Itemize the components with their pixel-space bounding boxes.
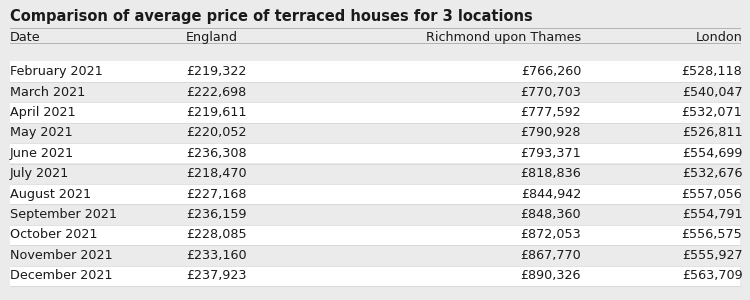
Text: Comparison of average price of terraced houses for 3 locations: Comparison of average price of terraced …: [10, 9, 532, 24]
Text: £554,791: £554,791: [682, 208, 742, 221]
Text: £532,676: £532,676: [682, 167, 742, 180]
Text: £555,927: £555,927: [682, 249, 742, 262]
Text: £237,923: £237,923: [186, 269, 247, 282]
Text: £528,118: £528,118: [682, 65, 742, 78]
Text: December 2021: December 2021: [10, 269, 112, 282]
Text: £867,770: £867,770: [520, 249, 581, 262]
Text: £220,052: £220,052: [186, 126, 247, 140]
Text: £236,308: £236,308: [186, 147, 247, 160]
Text: England: England: [186, 31, 238, 44]
Text: London: London: [695, 31, 742, 44]
Text: £770,703: £770,703: [520, 85, 581, 99]
Text: £844,942: £844,942: [521, 188, 581, 201]
Text: July 2021: July 2021: [10, 167, 69, 180]
Text: £563,709: £563,709: [682, 269, 742, 282]
Text: £890,326: £890,326: [520, 269, 581, 282]
Text: March 2021: March 2021: [10, 85, 85, 99]
Text: £766,260: £766,260: [520, 65, 581, 78]
Text: £872,053: £872,053: [520, 228, 581, 242]
Text: May 2021: May 2021: [10, 126, 72, 140]
Text: £233,160: £233,160: [186, 249, 247, 262]
Text: February 2021: February 2021: [10, 65, 103, 78]
Text: Richmond upon Thames: Richmond upon Thames: [426, 31, 581, 44]
Text: £227,168: £227,168: [186, 188, 247, 201]
Text: September 2021: September 2021: [10, 208, 117, 221]
Text: £777,592: £777,592: [520, 106, 581, 119]
Text: £532,071: £532,071: [682, 106, 742, 119]
Text: £793,371: £793,371: [520, 147, 581, 160]
Text: £222,698: £222,698: [186, 85, 246, 99]
Text: £540,047: £540,047: [682, 85, 742, 99]
Text: £219,611: £219,611: [186, 106, 247, 119]
Text: £818,836: £818,836: [520, 167, 581, 180]
Text: £219,322: £219,322: [186, 65, 246, 78]
Text: £848,360: £848,360: [520, 208, 581, 221]
Text: £554,699: £554,699: [682, 147, 742, 160]
Text: £228,085: £228,085: [186, 228, 247, 242]
Text: August 2021: August 2021: [10, 188, 91, 201]
Text: £557,056: £557,056: [682, 188, 742, 201]
Text: October 2021: October 2021: [10, 228, 98, 242]
Text: April 2021: April 2021: [10, 106, 75, 119]
Text: £218,470: £218,470: [186, 167, 247, 180]
Text: £556,575: £556,575: [682, 228, 742, 242]
Text: £526,811: £526,811: [682, 126, 742, 140]
Text: November 2021: November 2021: [10, 249, 112, 262]
Text: £236,159: £236,159: [186, 208, 247, 221]
Text: Date: Date: [10, 31, 40, 44]
Text: £790,928: £790,928: [520, 126, 581, 140]
Text: June 2021: June 2021: [10, 147, 74, 160]
